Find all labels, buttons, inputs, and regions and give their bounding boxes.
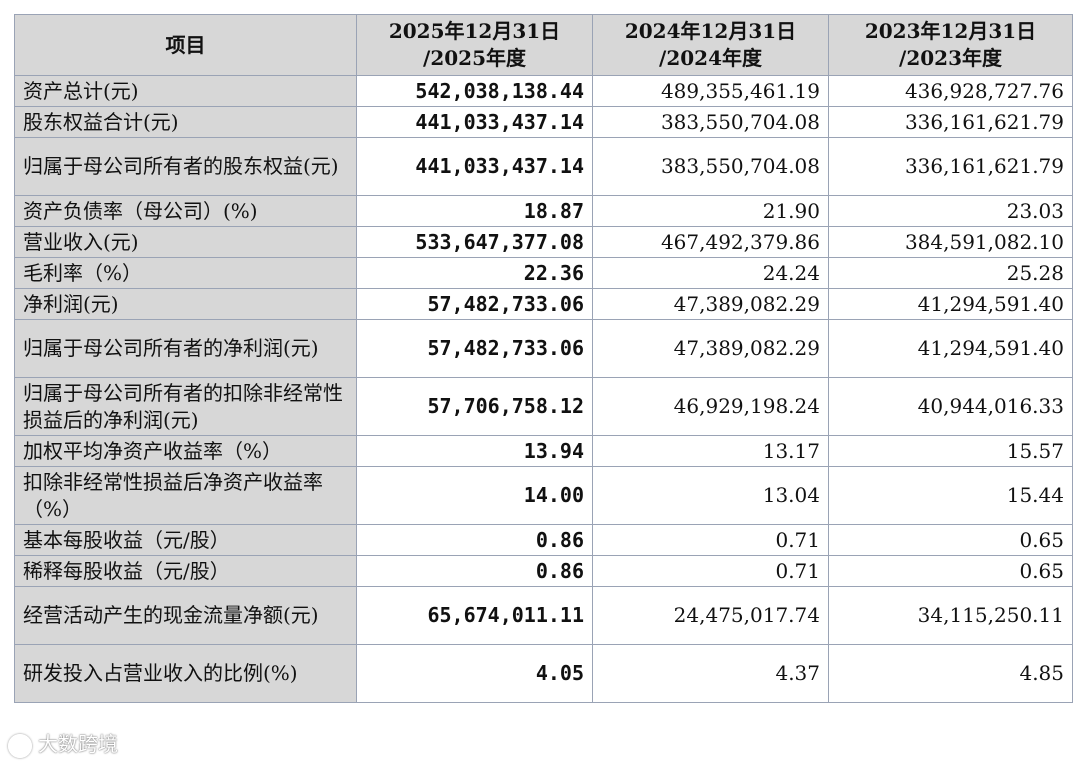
row-label: 毛利率（%） — [14, 257, 357, 289]
cell-v2024: 383,550,704.08 — [592, 137, 829, 196]
row-label: 加权平均净资产收益率（%） — [14, 435, 357, 467]
cell-v2023: 336,161,621.79 — [828, 137, 1073, 196]
row-label: 资产总计(元) — [14, 75, 357, 107]
cell-v2023: 15.57 — [828, 435, 1073, 467]
cell-v2023: 0.65 — [828, 555, 1073, 587]
row-label: 扣除非经常性损益后净资产收益率（%） — [14, 466, 357, 525]
table-row: 股东权益合计(元) 441,033,437.14 383,550,704.08 336… — [14, 106, 1073, 138]
header-2023: 2023年12月31日/2023年度 — [828, 14, 1073, 76]
cell-v2023: 384,591,082.10 — [828, 226, 1073, 258]
header-2025-date: 2025年12月31日 — [388, 19, 561, 43]
table-body: 资产总计(元) 542,038,138.44 489,355,461.19 436,9… — [14, 75, 1073, 703]
cell-v2025: 0.86 — [356, 555, 593, 587]
header-item-label: 项目 — [165, 32, 206, 57]
header-2024-date: 2024年12月31日 — [624, 19, 797, 43]
cell-v2024: 383,550,704.08 — [592, 106, 829, 138]
header-2025: 2025年12月31日/2025年度 — [356, 14, 593, 76]
cell-v2025: 57,482,733.06 — [356, 288, 593, 320]
header-2023-date: 2023年12月31日 — [864, 19, 1037, 43]
cell-v2025: 65,674,011.11 — [356, 586, 593, 645]
cell-v2025: 542,038,138.44 — [356, 75, 593, 107]
cell-v2024: 467,492,379.86 — [592, 226, 829, 258]
header-item: 项目 — [14, 14, 357, 76]
table-row: 毛利率（%） 22.36 24.24 25.28 — [14, 257, 1073, 289]
cell-v2024: 13.04 — [592, 466, 829, 525]
table-row: 基本每股收益（元/股） 0.86 0.71 0.65 — [14, 524, 1073, 556]
cell-v2025: 14.00 — [356, 466, 593, 525]
cell-v2024: 46,929,198.24 — [592, 377, 829, 436]
row-label: 股东权益合计(元) — [14, 106, 357, 138]
row-label: 归属于母公司所有者的扣除非经常性损益后的净利润(元) — [14, 377, 357, 436]
header-2024: 2024年12月31日/2024年度 — [592, 14, 829, 76]
table-row: 归属于母公司所有者的股东权益(元) 441,033,437.14 383,550,7… — [14, 137, 1073, 196]
watermark-logo-icon — [8, 733, 32, 758]
row-label: 稀释每股收益（元/股） — [14, 555, 357, 587]
table-row: 经营活动产生的现金流量净额(元) 65,674,011.11 24,475,017.… — [14, 586, 1073, 645]
cell-v2025: 533,647,377.08 — [356, 226, 593, 258]
table-row: 资产负债率（母公司）(%) 18.87 21.90 23.03 — [14, 195, 1073, 227]
financial-table: 项目 2025年12月31日/2025年度 2024年12月31日/2024年度… — [14, 14, 1073, 703]
table-row: 研发投入占营业收入的比例(%) 4.05 4.37 4.85 — [14, 644, 1073, 703]
cell-v2025: 13.94 — [356, 435, 593, 467]
cell-v2025: 57,482,733.06 — [356, 319, 593, 378]
table-row: 资产总计(元) 542,038,138.44 489,355,461.19 436,9… — [14, 75, 1073, 107]
table-row: 归属于母公司所有者的净利润(元) 57,482,733.06 47,389,082.… — [14, 319, 1073, 378]
cell-v2023: 34,115,250.11 — [828, 586, 1073, 645]
watermark-text: 大数跨境 — [38, 732, 118, 756]
row-label: 营业收入(元) — [14, 226, 357, 258]
table-row: 营业收入(元) 533,647,377.08 467,492,379.86 384,5… — [14, 226, 1073, 258]
cell-v2023: 23.03 — [828, 195, 1073, 227]
cell-v2024: 13.17 — [592, 435, 829, 467]
cell-v2024: 0.71 — [592, 555, 829, 587]
cell-v2024: 24.24 — [592, 257, 829, 289]
cell-v2023: 4.85 — [828, 644, 1073, 703]
cell-v2023: 40,944,016.33 — [828, 377, 1073, 436]
row-label: 基本每股收益（元/股） — [14, 524, 357, 556]
header-2023-year: /2023年度 — [899, 46, 1002, 70]
row-label: 资产负债率（母公司）(%) — [14, 195, 357, 227]
row-label: 净利润(元) — [14, 288, 357, 320]
cell-v2023: 41,294,591.40 — [828, 288, 1073, 320]
table-row: 稀释每股收益（元/股） 0.86 0.71 0.65 — [14, 555, 1073, 587]
cell-v2023: 0.65 — [828, 524, 1073, 556]
cell-v2024: 489,355,461.19 — [592, 75, 829, 107]
header-2024-year: /2024年度 — [659, 46, 762, 70]
row-label: 经营活动产生的现金流量净额(元) — [14, 586, 357, 645]
table-row: 净利润(元) 57,482,733.06 47,389,082.29 41,294,5… — [14, 288, 1073, 320]
cell-v2025: 0.86 — [356, 524, 593, 556]
table-row: 加权平均净资产收益率（%） 13.94 13.17 15.57 — [14, 435, 1073, 467]
table-row: 扣除非经常性损益后净资产收益率（%） 14.00 13.04 15.44 — [14, 466, 1073, 525]
cell-v2024: 24,475,017.74 — [592, 586, 829, 645]
row-label: 研发投入占营业收入的比例(%) — [14, 644, 357, 703]
cell-v2025: 18.87 — [356, 195, 593, 227]
cell-v2024: 21.90 — [592, 195, 829, 227]
cell-v2023: 15.44 — [828, 466, 1073, 525]
cell-v2023: 25.28 — [828, 257, 1073, 289]
cell-v2025: 4.05 — [356, 644, 593, 703]
cell-v2025: 441,033,437.14 — [356, 106, 593, 138]
cell-v2023: 336,161,621.79 — [828, 106, 1073, 138]
watermark: 大数跨境 — [8, 728, 118, 758]
cell-v2023: 41,294,591.40 — [828, 319, 1073, 378]
cell-v2024: 0.71 — [592, 524, 829, 556]
table-row: 归属于母公司所有者的扣除非经常性损益后的净利润(元) 57,706,758.12 4… — [14, 377, 1073, 436]
header-2025-year: /2025年度 — [423, 46, 526, 70]
cell-v2024: 47,389,082.29 — [592, 288, 829, 320]
cell-v2024: 47,389,082.29 — [592, 319, 829, 378]
table-header-row: 项目 2025年12月31日/2025年度 2024年12月31日/2024年度… — [14, 14, 1073, 76]
cell-v2025: 22.36 — [356, 257, 593, 289]
row-label: 归属于母公司所有者的净利润(元) — [14, 319, 357, 378]
cell-v2025: 57,706,758.12 — [356, 377, 593, 436]
cell-v2025: 441,033,437.14 — [356, 137, 593, 196]
row-label: 归属于母公司所有者的股东权益(元) — [14, 137, 357, 196]
cell-v2023: 436,928,727.76 — [828, 75, 1073, 107]
cell-v2024: 4.37 — [592, 644, 829, 703]
